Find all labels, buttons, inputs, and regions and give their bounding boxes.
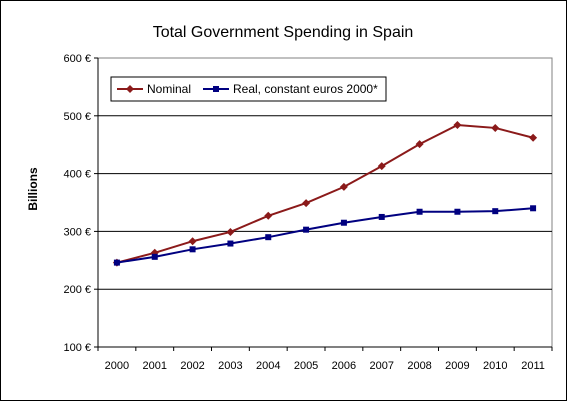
data-point-nominal <box>415 140 424 149</box>
y-tick-label: 500 € <box>63 111 91 123</box>
data-point-nominal <box>491 123 500 132</box>
legend-label: Real, constant euros 2000* <box>233 82 378 96</box>
data-point-real <box>530 205 537 212</box>
y-axis-label: Billions <box>26 167 40 211</box>
plot-border <box>97 57 553 348</box>
data-point-real <box>454 208 461 215</box>
legend-label: Nominal <box>147 82 191 96</box>
series-line-1 <box>116 124 534 264</box>
y-tick-label: 400 € <box>63 169 91 181</box>
x-tick-label: 2007 <box>370 360 394 372</box>
x-tick-label: 2006 <box>332 360 356 372</box>
y-tick-label: 200 € <box>63 284 91 296</box>
data-point-nominal <box>150 248 159 257</box>
chart-title: Total Government Spending in Spain <box>153 24 414 41</box>
data-point-real <box>189 246 196 253</box>
legend-marker <box>126 85 134 93</box>
x-tick-label: 2001 <box>143 360 167 372</box>
data-point-real <box>151 253 158 260</box>
data-point-nominal <box>377 162 386 171</box>
x-tick-label: 2005 <box>294 360 318 372</box>
y-tick-label: 300 € <box>63 226 91 238</box>
x-tick-label: 2009 <box>445 360 469 372</box>
x-tick-label: 2004 <box>256 360 280 372</box>
x-tick-label: 2010 <box>483 360 507 372</box>
data-point-real <box>416 208 423 215</box>
data-point-real <box>378 213 385 220</box>
legend-box <box>110 76 387 102</box>
data-point-real <box>113 259 120 266</box>
data-point-nominal <box>188 237 197 246</box>
legend-marker <box>213 86 219 92</box>
y-tick-label: 600 € <box>63 53 91 65</box>
data-point-nominal <box>226 227 235 236</box>
x-tick-label: 2011 <box>521 360 545 372</box>
data-point-real <box>227 240 234 247</box>
data-point-nominal <box>302 199 311 208</box>
data-point-nominal <box>264 211 273 220</box>
data-point-nominal <box>529 133 538 142</box>
data-point-nominal <box>453 121 462 130</box>
x-tick-label: 2000 <box>105 360 129 372</box>
y-tick-label: 100 € <box>63 342 91 354</box>
x-tick-label: 2008 <box>407 360 431 372</box>
data-point-real <box>340 219 347 226</box>
data-point-nominal <box>339 182 348 191</box>
data-point-real <box>492 208 499 215</box>
series-line-2 <box>116 207 534 264</box>
data-point-real <box>303 226 310 233</box>
data-point-real <box>265 234 272 241</box>
x-tick-label: 2002 <box>180 360 204 372</box>
x-tick-label: 2003 <box>218 360 242 372</box>
plot-area: 100 € 200 € 300 € 400 € 500 € 600 € 2000 2001 20… <box>63 53 553 372</box>
